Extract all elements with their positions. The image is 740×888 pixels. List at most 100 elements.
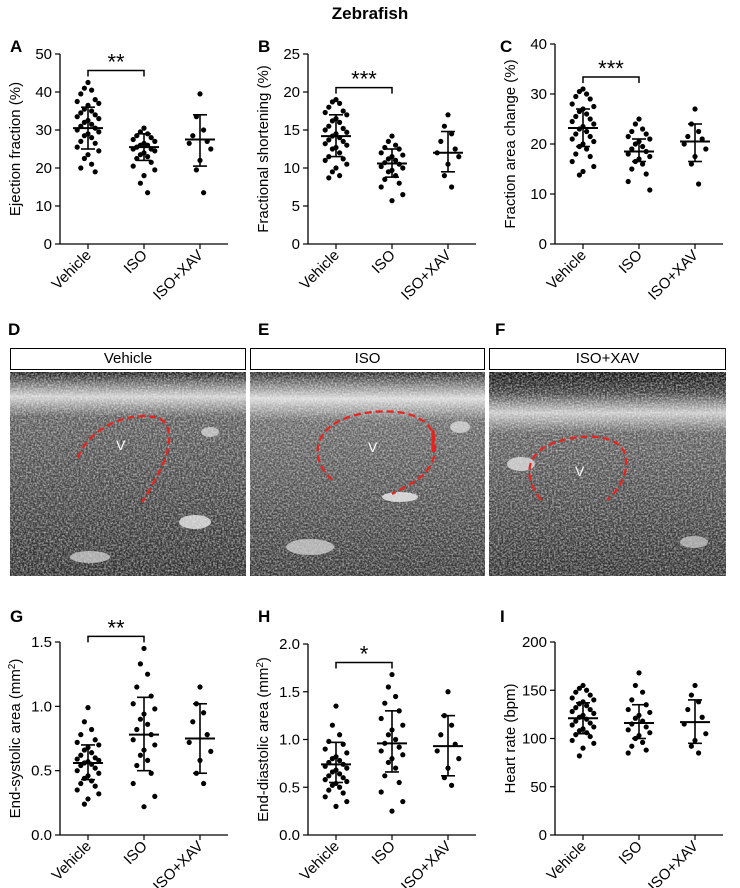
data-point xyxy=(587,153,593,160)
data-point xyxy=(576,172,582,178)
data-point xyxy=(400,152,406,158)
data-point xyxy=(337,757,343,764)
data-point xyxy=(186,739,192,745)
data-point xyxy=(573,718,579,724)
y-tick-label: 15 xyxy=(283,122,300,139)
data-point xyxy=(378,789,384,795)
data-point xyxy=(89,750,95,756)
data-point xyxy=(329,169,335,175)
data-point xyxy=(396,146,402,152)
data-point xyxy=(625,133,631,140)
data-point xyxy=(208,748,214,754)
data-point xyxy=(569,158,575,165)
data-point xyxy=(681,141,687,147)
ventricle-contour-vehicle xyxy=(76,415,171,503)
y-tick-label: 20 xyxy=(530,136,547,153)
panel-letter: H xyxy=(258,607,270,626)
y-tick-label: 1.5 xyxy=(31,634,52,651)
significance-stars: ** xyxy=(107,615,125,640)
data-point xyxy=(333,703,339,709)
data-point xyxy=(89,135,95,141)
significance-bracket xyxy=(87,635,145,643)
data-point xyxy=(337,119,343,125)
data-point xyxy=(587,733,593,740)
y-tick-label: 1.0 xyxy=(279,732,300,749)
panel-letter: C xyxy=(500,37,512,56)
y-tick-label: 0.5 xyxy=(279,779,300,796)
data-point xyxy=(441,173,447,179)
data-point xyxy=(141,125,147,131)
data-point xyxy=(137,152,143,158)
x-tick-label: ISO+XAV xyxy=(645,838,702,888)
data-point xyxy=(322,746,328,752)
y-axis-label: Ejection fraction (%) xyxy=(7,82,24,216)
x-tick-label: Vehicle xyxy=(544,247,590,293)
data-point xyxy=(329,118,335,124)
data-point xyxy=(92,737,98,743)
data-point xyxy=(329,782,335,788)
data-point xyxy=(569,708,575,715)
data-point xyxy=(344,778,350,785)
data-point xyxy=(636,116,642,122)
data-point xyxy=(81,155,87,162)
data-point xyxy=(145,671,151,677)
data-point xyxy=(438,138,444,144)
panel-letter-f: F xyxy=(495,320,506,339)
x-tick-label: ISO xyxy=(369,838,399,868)
data-point xyxy=(96,116,102,122)
data-point xyxy=(204,732,210,738)
data-point xyxy=(438,732,444,738)
data-point xyxy=(344,142,350,148)
data-point xyxy=(85,705,91,711)
y-tick-label: 10 xyxy=(530,186,547,203)
data-point xyxy=(393,142,399,148)
data-point xyxy=(449,782,455,788)
y-axis-label-sup: 2 xyxy=(255,662,266,668)
y-axis-label-text: End-systolic area (mm xyxy=(7,669,24,818)
data-point xyxy=(573,93,579,100)
data-point xyxy=(78,780,84,787)
data-point xyxy=(74,739,80,745)
data-point xyxy=(340,138,346,144)
significance-stars: * xyxy=(360,642,369,667)
data-point xyxy=(130,737,136,743)
data-point xyxy=(201,710,207,716)
significance-bracket xyxy=(335,86,393,94)
data-point xyxy=(591,138,597,145)
x-tick-label: Vehicle xyxy=(49,838,95,884)
data-point xyxy=(322,794,328,800)
y-axis-label: Fractional shortening (%) xyxy=(255,65,272,233)
data-point xyxy=(576,88,582,95)
data-point xyxy=(130,163,136,169)
significance-bracket xyxy=(87,69,145,77)
x-tick-label: ISO+XAV xyxy=(150,247,207,304)
data-point xyxy=(322,157,328,163)
data-point xyxy=(569,737,575,744)
data-point xyxy=(385,759,391,766)
data-point xyxy=(333,803,339,809)
data-point xyxy=(141,173,147,179)
data-point xyxy=(688,692,694,698)
data-point xyxy=(587,720,593,726)
data-point xyxy=(400,752,406,758)
data-point xyxy=(337,100,343,106)
data-point xyxy=(441,123,447,129)
panel-letter: B xyxy=(258,37,270,56)
data-point xyxy=(389,198,395,204)
data-point xyxy=(573,131,579,137)
y-tick-label: 10 xyxy=(35,198,52,215)
data-point xyxy=(576,701,582,707)
data-point xyxy=(337,732,343,738)
y-tick-label: 0 xyxy=(292,236,300,253)
data-point xyxy=(587,706,593,713)
x-tick-label: Vehicle xyxy=(297,838,343,884)
data-point xyxy=(643,702,649,708)
data-point xyxy=(344,161,350,167)
data-point xyxy=(385,732,391,738)
data-point xyxy=(591,103,597,110)
x-tick-label: ISO+XAV xyxy=(645,247,702,304)
data-point xyxy=(591,697,597,703)
data-point xyxy=(190,133,196,139)
data-point xyxy=(580,745,586,751)
ultrasound-panel-iso: ISO V xyxy=(250,348,485,576)
